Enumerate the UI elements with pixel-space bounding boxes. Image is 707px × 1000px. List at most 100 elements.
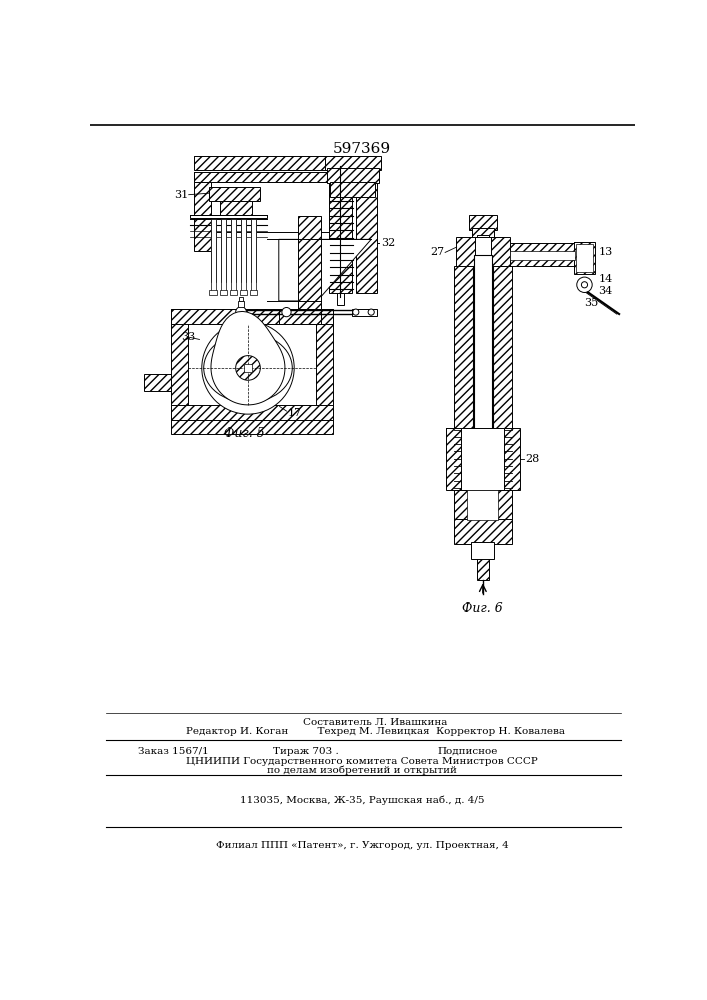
- Bar: [171, 420, 333, 434]
- Bar: [337, 293, 344, 305]
- Bar: [279, 309, 321, 324]
- Bar: [219, 290, 227, 295]
- Bar: [194, 172, 348, 182]
- Bar: [211, 220, 216, 282]
- Bar: [454, 490, 512, 520]
- Bar: [240, 220, 246, 282]
- Text: Филиал ППП «Патент», г. Ужгород, ул. Проектная, 4: Филиал ППП «Патент», г. Ужгород, ул. Про…: [216, 841, 508, 850]
- Bar: [209, 187, 259, 201]
- Text: 17: 17: [288, 408, 302, 418]
- Bar: [190, 215, 267, 218]
- Bar: [251, 220, 256, 282]
- Bar: [493, 266, 512, 428]
- Bar: [469, 215, 497, 230]
- Bar: [356, 167, 378, 293]
- Bar: [240, 290, 247, 295]
- Bar: [238, 301, 244, 307]
- Bar: [576, 244, 593, 272]
- Bar: [194, 156, 348, 170]
- Bar: [573, 242, 595, 274]
- Bar: [454, 490, 512, 520]
- Bar: [329, 167, 352, 293]
- Bar: [327, 168, 379, 183]
- Bar: [209, 187, 259, 201]
- Bar: [316, 309, 333, 420]
- Text: Фиг. 5: Фиг. 5: [224, 427, 264, 440]
- Bar: [144, 374, 171, 391]
- Bar: [454, 266, 473, 428]
- Bar: [194, 156, 348, 170]
- Text: 27: 27: [431, 247, 444, 257]
- Text: 33: 33: [181, 332, 195, 342]
- Bar: [240, 219, 246, 293]
- Bar: [467, 490, 498, 520]
- Bar: [510, 251, 575, 260]
- Bar: [475, 237, 491, 266]
- Bar: [493, 266, 512, 428]
- Bar: [352, 309, 377, 316]
- Circle shape: [201, 322, 294, 414]
- Text: 31: 31: [175, 190, 189, 200]
- Text: 597369: 597369: [333, 142, 391, 156]
- Text: Заказ 1567/1: Заказ 1567/1: [138, 747, 209, 756]
- Bar: [446, 428, 520, 490]
- Bar: [171, 309, 333, 324]
- Bar: [251, 219, 256, 293]
- Text: 13: 13: [598, 247, 612, 257]
- Circle shape: [235, 356, 260, 380]
- Text: 113035, Москва, Ж-35, Раушская наб., д. 4/5: 113035, Москва, Ж-35, Раушская наб., д. …: [240, 796, 484, 805]
- Bar: [298, 216, 321, 309]
- Bar: [171, 420, 333, 434]
- Bar: [510, 259, 575, 266]
- Bar: [219, 201, 252, 215]
- Bar: [454, 266, 473, 428]
- Bar: [230, 219, 236, 293]
- Bar: [456, 237, 475, 266]
- Bar: [221, 220, 226, 282]
- Circle shape: [577, 277, 592, 292]
- Bar: [219, 201, 252, 215]
- Bar: [279, 309, 321, 324]
- Bar: [325, 156, 381, 170]
- Bar: [171, 309, 333, 324]
- Bar: [171, 405, 333, 420]
- Bar: [194, 182, 211, 251]
- Bar: [171, 309, 188, 420]
- Circle shape: [581, 282, 588, 288]
- Bar: [316, 309, 333, 420]
- Bar: [331, 182, 348, 251]
- Bar: [356, 167, 378, 293]
- Bar: [211, 219, 216, 293]
- Bar: [171, 309, 188, 420]
- Bar: [240, 220, 246, 282]
- Bar: [446, 428, 520, 490]
- Bar: [211, 220, 216, 282]
- Circle shape: [282, 307, 291, 317]
- Text: ЦНИИПИ Государственного комитета Совета Министров СССР: ЦНИИПИ Государственного комитета Совета …: [186, 757, 538, 766]
- Bar: [454, 519, 512, 544]
- Bar: [510, 243, 575, 260]
- Bar: [472, 228, 493, 237]
- Text: Тираж 703 .: Тираж 703 .: [273, 747, 339, 756]
- Text: 14: 14: [598, 274, 612, 284]
- Bar: [477, 557, 489, 580]
- Bar: [330, 182, 375, 197]
- Bar: [327, 168, 379, 183]
- Bar: [472, 228, 493, 237]
- Bar: [477, 235, 489, 243]
- Bar: [250, 290, 257, 295]
- Text: Редактор И. Коган         Техред М. Левицкая  Корректор Н. Ковалева: Редактор И. Коган Техред М. Левицкая Кор…: [185, 727, 565, 736]
- Bar: [330, 182, 375, 197]
- Ellipse shape: [204, 333, 292, 403]
- Text: Составитель Л. Ивашкина: Составитель Л. Ивашкина: [303, 718, 448, 727]
- Bar: [456, 237, 475, 266]
- Bar: [474, 255, 492, 474]
- Bar: [510, 243, 575, 260]
- Text: Фиг. 6: Фиг. 6: [462, 602, 503, 615]
- Bar: [510, 259, 575, 266]
- Bar: [251, 220, 256, 282]
- Circle shape: [368, 309, 374, 315]
- Text: 35: 35: [585, 298, 599, 308]
- Polygon shape: [279, 239, 371, 301]
- Bar: [573, 242, 595, 274]
